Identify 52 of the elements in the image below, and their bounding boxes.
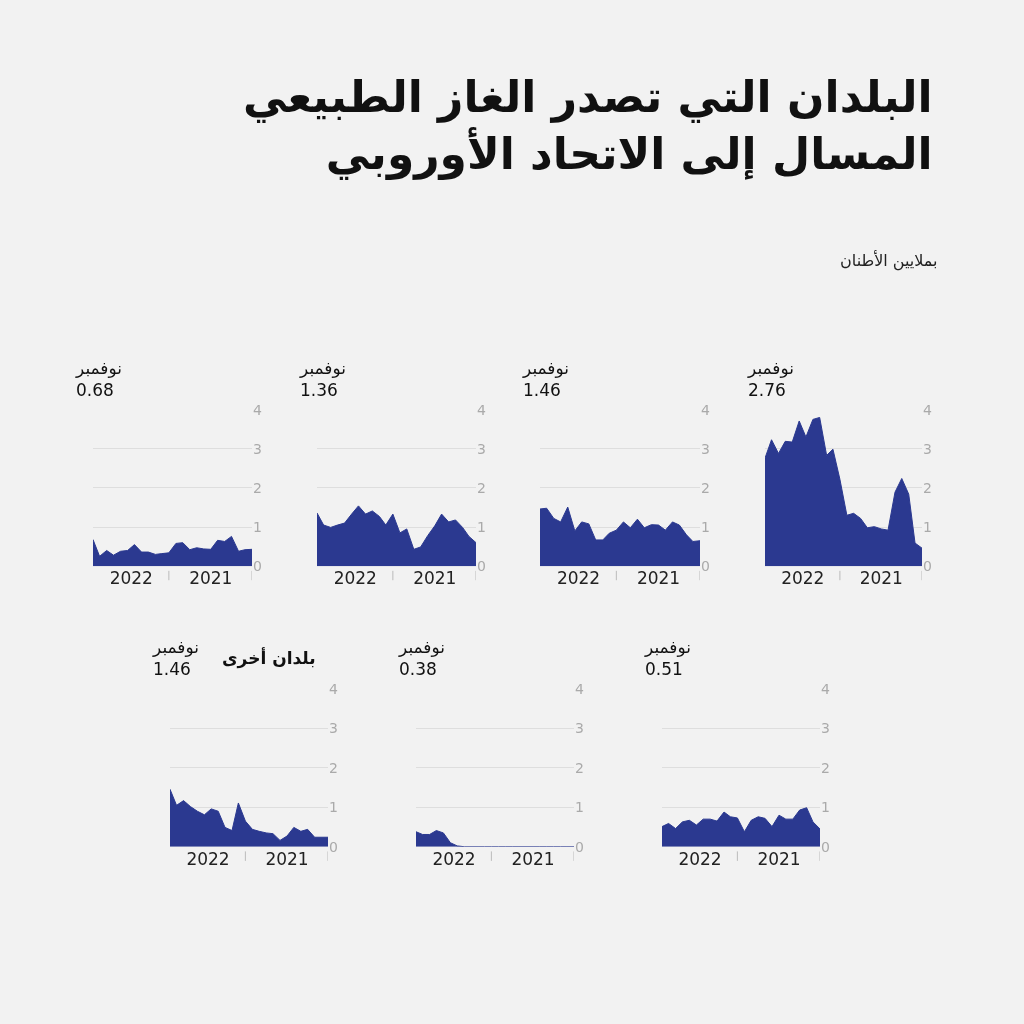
y-tick-label: 0 bbox=[477, 558, 486, 575]
x-tick-label: 2021 bbox=[859, 568, 903, 589]
y-tick-label: 1 bbox=[329, 799, 338, 816]
y-tick-label: 3 bbox=[923, 440, 932, 457]
y-tick-label: 1 bbox=[923, 518, 932, 535]
y-tick-label: 4 bbox=[923, 401, 932, 418]
y-tick-label: 3 bbox=[477, 440, 486, 457]
x-tick-label: 2022 bbox=[556, 568, 601, 589]
y-tick-label: 4 bbox=[821, 681, 830, 698]
y-tick-label: 4 bbox=[477, 401, 486, 418]
y-tick-label: 4 bbox=[329, 681, 338, 698]
y-tick-label: 0 bbox=[253, 558, 262, 575]
x-tick-label: 2022 bbox=[109, 568, 153, 589]
y-tick-label: 3 bbox=[575, 720, 584, 737]
y-tick-label: 1 bbox=[477, 518, 486, 535]
y-tick-label: 2 bbox=[253, 479, 262, 496]
y-tick-label: 2 bbox=[575, 759, 584, 776]
chart-title: البلدان التي تصدر الغاز الطبيعي المسال إلى الاتحاد الأوروبي bbox=[243, 71, 933, 181]
y-tick-label: 4 bbox=[575, 681, 584, 698]
y-tick-label: 1 bbox=[253, 518, 262, 535]
y-tick-label: 2 bbox=[329, 759, 338, 776]
y-tick-label: 3 bbox=[253, 440, 262, 457]
x-tick-label: 2022 bbox=[678, 848, 722, 869]
y-tick-label: 2 bbox=[923, 479, 932, 496]
x-tick-label: 2021 bbox=[757, 848, 801, 869]
x-tick-label: 2021 bbox=[265, 848, 309, 869]
chart-subtitle: بملايين الأطنان bbox=[840, 250, 938, 271]
y-tick-label: 1 bbox=[701, 518, 710, 535]
y-tick-label: 0 bbox=[821, 838, 830, 855]
y-tick-label: 2 bbox=[477, 479, 486, 496]
x-tick-label: 2022 bbox=[781, 568, 825, 589]
y-tick-label: 2 bbox=[701, 479, 710, 496]
x-tick-label: 2021 bbox=[413, 568, 457, 589]
y-tick-label: 4 bbox=[253, 401, 262, 418]
y-tick-label: 3 bbox=[701, 440, 710, 457]
y-tick-label: 2 bbox=[821, 759, 830, 776]
x-tick-label: 2021 bbox=[636, 568, 681, 589]
y-tick-label: 4 bbox=[701, 401, 710, 418]
y-tick-label: 1 bbox=[821, 799, 830, 816]
x-tick-label: 2022 bbox=[186, 848, 230, 869]
x-tick-label: 2021 bbox=[511, 848, 555, 869]
y-tick-label: 3 bbox=[329, 720, 338, 737]
y-tick-label: 0 bbox=[329, 838, 338, 855]
y-tick-label: 0 bbox=[923, 558, 932, 575]
y-tick-label: 0 bbox=[575, 838, 584, 855]
x-tick-label: 2022 bbox=[432, 848, 476, 869]
x-tick-label: 2022 bbox=[333, 568, 377, 589]
x-tick-label: 2021 bbox=[189, 568, 233, 589]
chart-title: بلدان أخرى bbox=[222, 647, 316, 669]
y-tick-label: 3 bbox=[821, 720, 830, 737]
y-tick-label: 1 bbox=[575, 799, 584, 816]
y-tick-label: 0 bbox=[701, 558, 710, 575]
